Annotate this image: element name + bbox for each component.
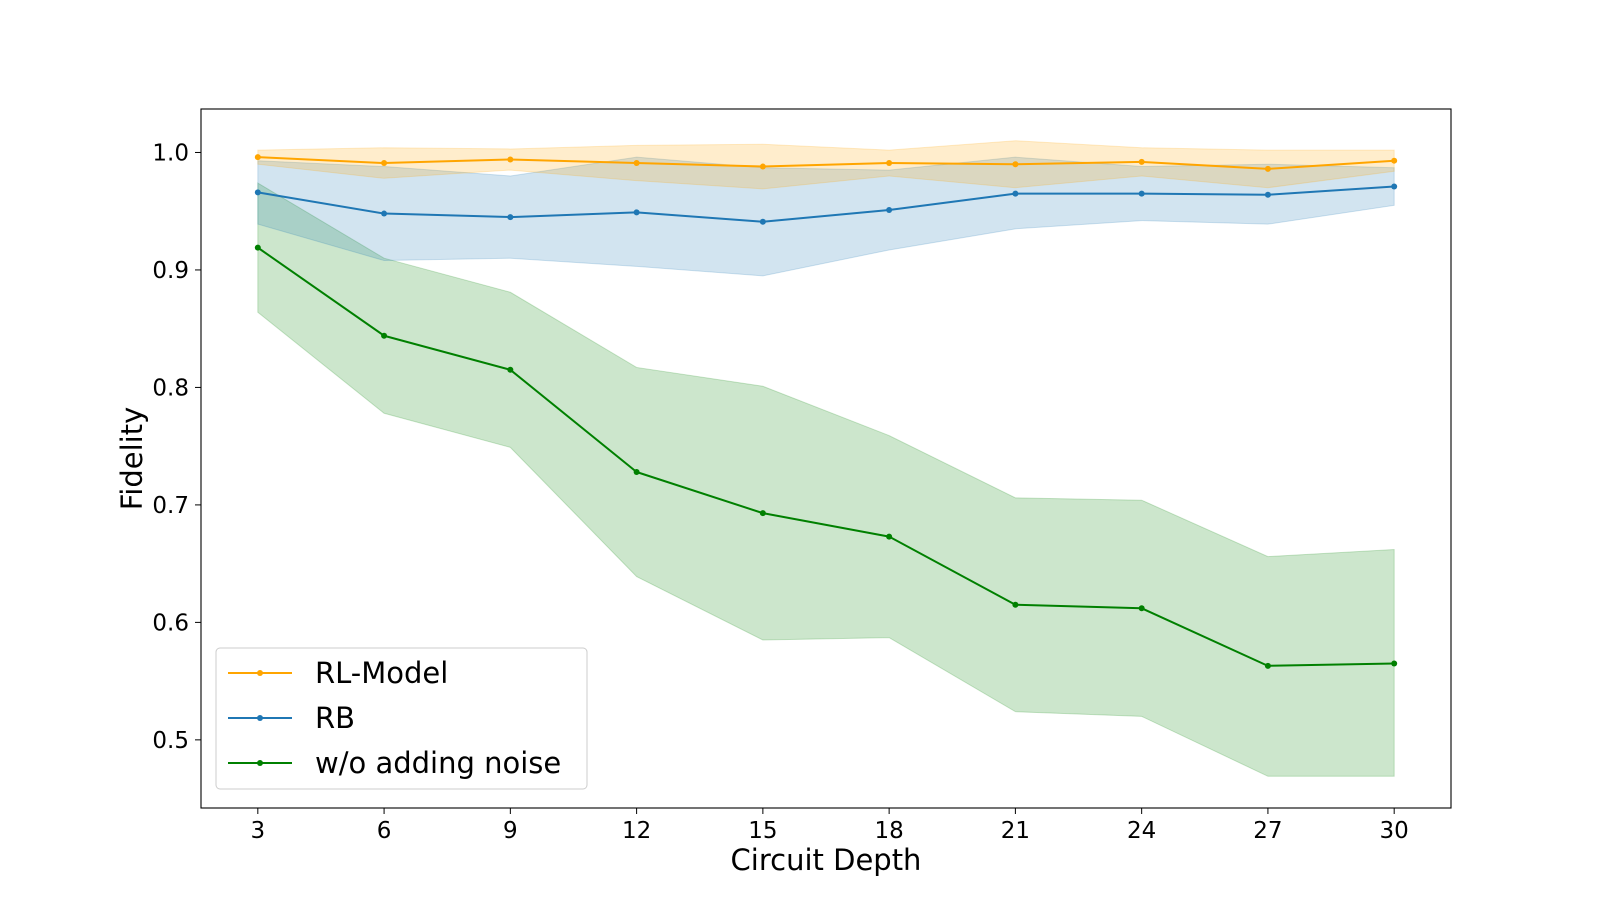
- x-tick-label-15: 15: [748, 818, 777, 844]
- legend: RL-Model RB w/o adding noise: [215, 647, 588, 790]
- point-rb-12: [633, 209, 640, 216]
- y-tick-label-0.7: 0.7: [152, 493, 189, 519]
- point-rl-model-15: [759, 163, 766, 170]
- legend-item-rb: RB: [228, 701, 355, 735]
- legend-label-w-o-adding-noise: w/o adding noise: [315, 746, 561, 780]
- x-tick-label-3: 3: [250, 818, 265, 844]
- point-rb-30: [1391, 183, 1398, 190]
- point-w-o-adding-noise-24: [1138, 605, 1145, 612]
- y-tick-label-0.6: 0.6: [152, 610, 189, 636]
- y-tick-label-0.9: 0.9: [152, 258, 189, 284]
- legend-item-w-o-adding-noise: w/o adding noise: [228, 746, 561, 780]
- series-lines: [254, 154, 1398, 669]
- plot-frame: [200, 108, 1452, 809]
- point-rl-model-21: [1012, 161, 1019, 168]
- point-rb-6: [381, 210, 388, 217]
- point-rb-18: [886, 207, 893, 214]
- point-w-o-adding-noise-21: [1012, 601, 1019, 608]
- point-rl-model-18: [886, 160, 893, 167]
- x-tick-label-18: 18: [874, 818, 903, 844]
- point-w-o-adding-noise-6: [381, 332, 388, 339]
- y-axis: 0.5 0.6 0.7 0.8 0.9 1.0: [152, 140, 201, 754]
- point-w-o-adding-noise-9: [507, 366, 514, 373]
- legend-marker-w-o-adding-noise: [257, 760, 263, 766]
- line-rb: [257, 185, 1395, 223]
- point-rl-model-30: [1391, 157, 1398, 164]
- point-w-o-adding-noise-27: [1264, 662, 1271, 669]
- point-rl-model-3: [254, 154, 261, 161]
- line-rl-model: [257, 156, 1395, 170]
- y-tick-label-1.0: 1.0: [152, 140, 189, 166]
- x-axis-title: Circuit Depth: [731, 843, 922, 877]
- y-axis-title: Fidelity: [115, 407, 149, 511]
- x-tick-label-24: 24: [1127, 818, 1156, 844]
- x-tick-label-12: 12: [622, 818, 651, 844]
- legend-label-rl-model: RL-Model: [315, 656, 448, 690]
- legend-box: [215, 647, 588, 790]
- x-axis: 3 6 9 12 15 18 21 24 27 30: [250, 808, 1409, 844]
- point-rl-model-27: [1264, 165, 1271, 172]
- legend-marker-rl-model: [257, 670, 263, 676]
- y-tick-label-0.5: 0.5: [152, 728, 189, 754]
- y-tick-label-0.8: 0.8: [152, 375, 189, 401]
- point-w-o-adding-noise-30: [1391, 660, 1398, 667]
- point-rb-15: [759, 218, 766, 225]
- line-w-o-adding-noise: [257, 246, 1395, 667]
- legend-marker-rb: [257, 715, 263, 721]
- point-rb-24: [1138, 190, 1145, 197]
- x-tick-label-21: 21: [1001, 818, 1030, 844]
- point-w-o-adding-noise-3: [254, 244, 261, 251]
- point-rb-9: [507, 214, 514, 221]
- point-w-o-adding-noise-12: [633, 469, 640, 476]
- legend-item-rl-model: RL-Model: [228, 656, 448, 690]
- x-tick-label-6: 6: [377, 818, 392, 844]
- point-rl-model-12: [633, 160, 640, 167]
- point-rb-27: [1264, 191, 1271, 198]
- point-w-o-adding-noise-18: [886, 533, 893, 540]
- x-tick-label-30: 30: [1380, 818, 1409, 844]
- point-rl-model-9: [507, 156, 514, 163]
- band-w-o-adding-noise: [257, 182, 1395, 777]
- point-rb-21: [1012, 190, 1019, 197]
- point-w-o-adding-noise-15: [759, 510, 766, 517]
- point-rl-model-24: [1138, 158, 1145, 165]
- x-tick-label-9: 9: [503, 818, 518, 844]
- point-rb-3: [254, 189, 261, 196]
- legend-label-rb: RB: [315, 701, 355, 735]
- point-rl-model-6: [381, 160, 388, 167]
- x-tick-label-27: 27: [1253, 818, 1282, 844]
